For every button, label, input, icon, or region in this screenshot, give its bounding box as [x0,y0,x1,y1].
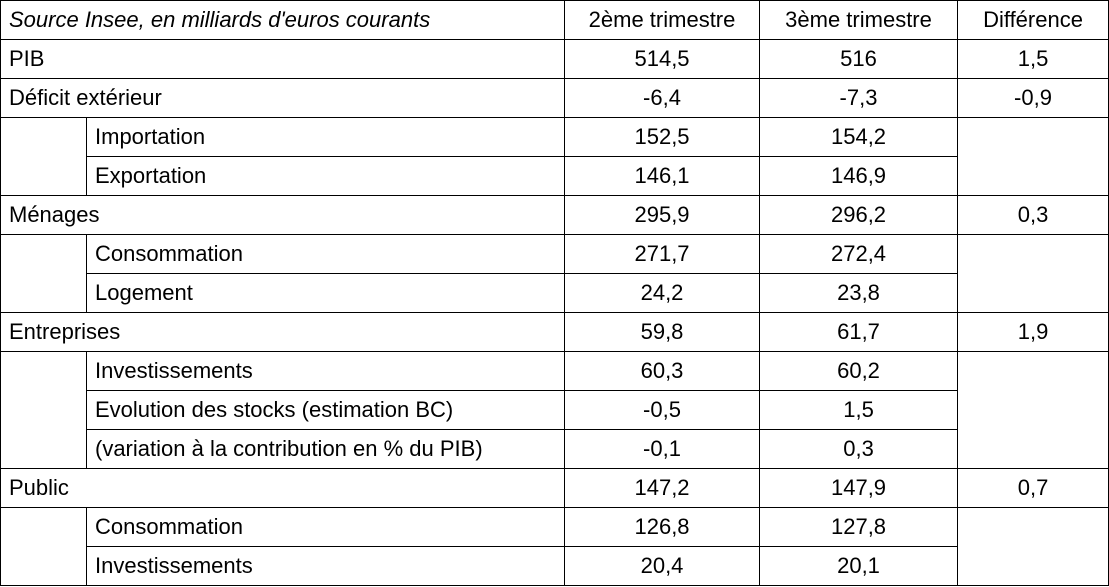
row-label: Ménages [0,195,566,235]
row-label: Consommation [85,507,566,547]
table-row-stocks: Evolution des stocks (estimation BC) -0,… [1,390,1109,430]
row-label: Evolution des stocks (estimation BC) [85,390,566,430]
cell-q3: 20,1 [759,546,959,586]
table-row-importation: Importation 152,5 154,2 [0,117,1109,196]
cell-q2: 20,4 [564,546,761,586]
cell-q3: 60,2 [759,351,959,391]
empty-difference-cell [957,351,1109,469]
cell-q2: -0,5 [564,390,761,430]
cell-q2: 147,2 [564,468,761,508]
header-row: Source Insee, en milliards d'euros coura… [0,0,1109,40]
table-row-investissements-public: Investissements 20,4 20,1 [1,546,1109,586]
row-label: Logement [85,273,566,313]
row-label: Public [0,468,566,508]
cell-difference: 0,7 [957,468,1109,508]
indent-cell [0,507,87,586]
table-row-entreprises: Entreprises 59,8 61,7 1,9 [0,312,1109,352]
cell-q2: -0,1 [564,429,761,469]
empty-difference-cell [957,507,1109,586]
cell-q3: 61,7 [759,312,959,352]
cell-q2: 146,1 [564,156,761,196]
cell-q2: 271,7 [564,234,761,274]
column-header-q3: 3ème trimestre [759,0,959,40]
cell-q3: 272,4 [759,234,959,274]
empty-difference-cell [957,117,1109,196]
cell-q3: 146,9 [759,156,959,196]
column-header-q2: 2ème trimestre [564,0,761,40]
table-row-exportation: Exportation 146,1 146,9 [1,156,1109,196]
row-label: Importation [85,117,566,157]
indent-cell [0,351,87,469]
cell-q3: 147,9 [759,468,959,508]
cell-q2: 59,8 [564,312,761,352]
cell-q3: 154,2 [759,117,959,157]
indent-cell [0,234,87,313]
cell-q3: 296,2 [759,195,959,235]
table-row-pib: PIB 514,5 516 1,5 [0,39,1109,79]
table-row-variation: (variation à la contribution en % du PIB… [1,429,1109,469]
row-label: Exportation [85,156,566,196]
row-label: (variation à la contribution en % du PIB… [85,429,566,469]
cell-difference: 1,9 [957,312,1109,352]
cell-q3: 127,8 [759,507,959,547]
row-label: Investissements [85,546,566,586]
source-note: Source Insee, en milliards d'euros coura… [0,0,566,40]
cell-q2: 126,8 [564,507,761,547]
table-row-logement: Logement 24,2 23,8 [1,273,1109,313]
cell-q2: 514,5 [564,39,761,79]
table-row-deficit: Déficit extérieur -6,4 -7,3 -0,9 [0,78,1109,118]
cell-q3: 23,8 [759,273,959,313]
row-label: PIB [0,39,566,79]
column-header-difference: Différence [957,0,1109,40]
table-row-investissements-entreprises: Investissements 60,3 60,2 [0,351,1109,469]
empty-difference-cell [957,234,1109,313]
table-row-public: Public 147,2 147,9 0,7 [0,468,1109,508]
cell-q2: 152,5 [564,117,761,157]
cell-q2: 295,9 [564,195,761,235]
cell-q3: 1,5 [759,390,959,430]
cell-q3: 516 [759,39,959,79]
row-label: Déficit extérieur [0,78,566,118]
cell-q2: -6,4 [564,78,761,118]
cell-q3: -7,3 [759,78,959,118]
cell-difference: 1,5 [957,39,1109,79]
table-row-consommation-public: Consommation 126,8 127,8 [0,507,1109,586]
row-label: Consommation [85,234,566,274]
cell-difference: 0,3 [957,195,1109,235]
indent-cell [0,117,87,196]
cell-q3: 0,3 [759,429,959,469]
table-row-consommation-menages: Consommation 271,7 272,4 [0,234,1109,313]
cell-q2: 60,3 [564,351,761,391]
cell-difference: -0,9 [957,78,1109,118]
table-row-menages: Ménages 295,9 296,2 0,3 [0,195,1109,235]
cell-q2: 24,2 [564,273,761,313]
row-label: Entreprises [0,312,566,352]
row-label: Investissements [85,351,566,391]
